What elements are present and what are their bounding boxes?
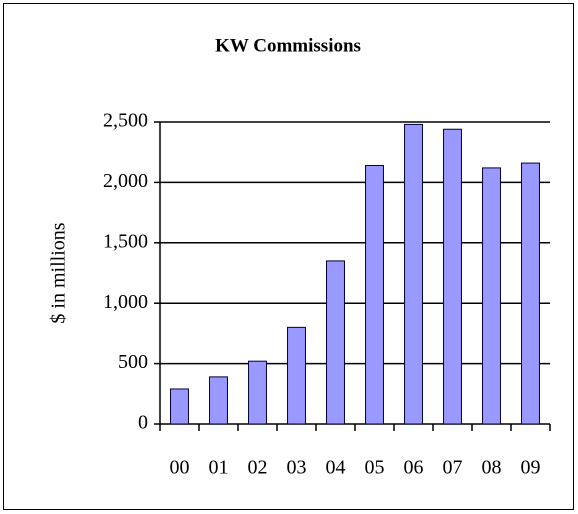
x-tick-label: 04	[326, 457, 346, 479]
bar	[248, 360, 267, 425]
y-tick-label: 1,000	[103, 291, 148, 313]
x-tick-label: 05	[365, 457, 385, 479]
bar	[209, 376, 228, 425]
bar	[521, 162, 540, 425]
y-tick-label: 500	[118, 351, 148, 373]
y-tick-label: 1,500	[103, 230, 148, 252]
chart-frame	[3, 3, 574, 510]
bar	[443, 128, 462, 425]
x-tick-label: 03	[287, 457, 307, 479]
y-axis-label: $ in millions	[48, 222, 70, 323]
x-tick-label: 00	[170, 457, 190, 479]
y-tick-label: 2,000	[103, 170, 148, 192]
x-tick-label: 02	[248, 457, 268, 479]
bar	[326, 260, 345, 425]
y-tick-label: 0	[138, 412, 148, 434]
y-tick-label: 2,500	[103, 110, 148, 132]
bar	[404, 123, 423, 425]
chart-title: KW Commissions	[215, 35, 361, 56]
x-tick-label: 06	[404, 457, 424, 479]
x-tick-label: 08	[482, 457, 502, 479]
bar	[287, 326, 306, 425]
x-tick-label: 09	[521, 457, 541, 479]
x-tick-label: 01	[209, 457, 229, 479]
x-tick-label: 07	[443, 457, 463, 479]
bar	[170, 388, 189, 425]
bar	[365, 164, 384, 425]
bar	[482, 167, 501, 425]
